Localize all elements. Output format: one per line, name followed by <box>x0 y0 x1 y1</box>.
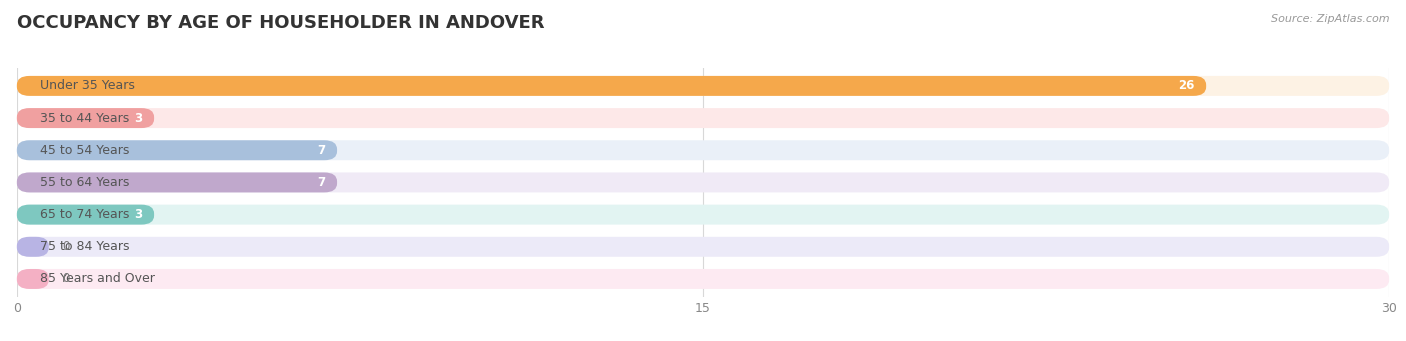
Text: 7: 7 <box>318 144 326 157</box>
Text: 75 to 84 Years: 75 to 84 Years <box>39 240 129 253</box>
Text: OCCUPANCY BY AGE OF HOUSEHOLDER IN ANDOVER: OCCUPANCY BY AGE OF HOUSEHOLDER IN ANDOV… <box>17 14 544 32</box>
FancyBboxPatch shape <box>17 108 155 128</box>
FancyBboxPatch shape <box>17 269 49 289</box>
Text: 3: 3 <box>135 208 142 221</box>
Text: 0: 0 <box>62 240 70 253</box>
Text: 3: 3 <box>135 112 142 124</box>
FancyBboxPatch shape <box>17 173 1389 192</box>
FancyBboxPatch shape <box>17 76 1206 96</box>
FancyBboxPatch shape <box>17 205 155 225</box>
FancyBboxPatch shape <box>17 205 1389 225</box>
Text: Under 35 Years: Under 35 Years <box>39 79 135 92</box>
FancyBboxPatch shape <box>17 173 337 192</box>
Text: 26: 26 <box>1178 79 1195 92</box>
FancyBboxPatch shape <box>17 237 49 257</box>
FancyBboxPatch shape <box>17 237 1389 257</box>
FancyBboxPatch shape <box>17 108 1389 128</box>
Text: 45 to 54 Years: 45 to 54 Years <box>39 144 129 157</box>
FancyBboxPatch shape <box>17 140 337 160</box>
Text: 35 to 44 Years: 35 to 44 Years <box>39 112 129 124</box>
Text: Source: ZipAtlas.com: Source: ZipAtlas.com <box>1271 14 1389 24</box>
Text: 65 to 74 Years: 65 to 74 Years <box>39 208 129 221</box>
FancyBboxPatch shape <box>17 269 1389 289</box>
FancyBboxPatch shape <box>17 76 1389 96</box>
Text: 7: 7 <box>318 176 326 189</box>
Text: 0: 0 <box>62 272 70 285</box>
FancyBboxPatch shape <box>17 140 1389 160</box>
Text: 55 to 64 Years: 55 to 64 Years <box>39 176 129 189</box>
Text: 85 Years and Over: 85 Years and Over <box>39 272 155 285</box>
